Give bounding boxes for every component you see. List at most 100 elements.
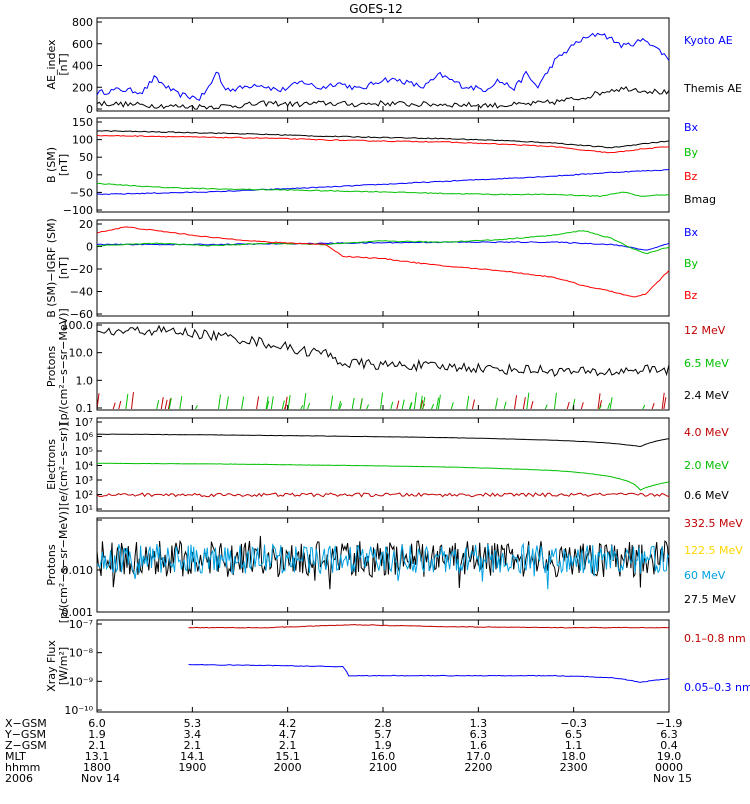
x-tick-label: 0.4 — [660, 739, 678, 752]
series-spike — [514, 395, 518, 410]
y-axis-label: Xray Flux[W/m²] — [45, 640, 70, 692]
x-row-label: MLT — [5, 750, 26, 763]
legend-entry: 2.4 MeV — [684, 389, 729, 402]
series-spike — [366, 404, 370, 410]
series-line — [96, 226, 670, 298]
series-line — [188, 623, 670, 629]
series-spike — [281, 400, 285, 410]
x-tick-label: 6.0 — [88, 717, 106, 730]
y-tick-label: 10⁻⁷ — [69, 618, 93, 631]
series-line — [96, 182, 670, 198]
series-spike — [164, 399, 168, 410]
plot-title: GOES-12 — [349, 2, 403, 16]
x-tick-label: 1.6 — [470, 739, 488, 752]
series-spike — [530, 400, 534, 410]
legend-entry: Bmag — [684, 193, 716, 206]
y-tick-label: 10⁻⁹ — [69, 675, 93, 688]
legend-entry: By — [684, 146, 699, 159]
y-tick-label: 600 — [72, 38, 93, 51]
x-tick-label: 2200 — [464, 761, 492, 774]
series-line — [96, 130, 670, 149]
x-tick-label: 15.1 — [275, 750, 300, 763]
x-tick-label: 1.9 — [374, 739, 392, 752]
series-spike — [409, 402, 413, 410]
x-tick-label: 1900 — [178, 761, 206, 774]
panel-b_minus_igrf: 20 0 −20 −40 −60B (SM)−IGRF (SM)[nT] Bx By Bz — [45, 218, 699, 321]
y-tick-label: 400 — [72, 60, 93, 73]
x-row-label: Z−GSM — [5, 739, 47, 752]
x-tick-label: Nov 15 — [653, 772, 692, 785]
y-axis-label: Protons[p/(cm²−s−sr−MeV)] — [45, 308, 70, 424]
x-tick-label: 2.1 — [279, 739, 297, 752]
x-tick-label: 17.0 — [466, 750, 491, 763]
series-spike — [609, 397, 613, 410]
series-spike — [118, 400, 122, 410]
legend-entry: 4.0 MeV — [684, 426, 729, 439]
y-axis-label: Electrons[e/(cm²−s−sr)] — [45, 423, 70, 506]
legend-entry: 0.05–0.3 nm — [684, 681, 750, 694]
x-tick-label: 0000 — [655, 761, 683, 774]
series-spike — [125, 393, 129, 410]
series-spike — [287, 395, 291, 410]
series-spike — [167, 398, 171, 410]
legend-entry: 2.0 MeV — [684, 459, 729, 472]
series-spike — [266, 400, 270, 410]
legend-entry: Themis AE — [683, 82, 742, 95]
legend-entry: By — [684, 257, 699, 270]
series-spike — [401, 399, 405, 410]
series-spike — [661, 392, 665, 410]
panel-xray: 10⁻⁷ 10⁻⁸ 10⁻⁹ 10⁻¹⁰ Xray Flux[W/m²] 0.1–0.8 … — [45, 618, 750, 717]
series-spike — [495, 398, 498, 410]
y-axis-label: AE_index[nT] — [45, 39, 70, 90]
x-tick-label: 1.9 — [88, 728, 106, 741]
y-tick-label: 200 — [72, 81, 93, 94]
x-tick-label: 13.1 — [85, 750, 110, 763]
series-spike — [572, 398, 576, 410]
y-tick-label: 0.010 — [62, 564, 94, 577]
series-spike — [651, 403, 655, 410]
series-line — [96, 542, 670, 590]
series-spike — [217, 394, 221, 410]
y-tick-label: 20 — [79, 218, 93, 231]
series-spike — [420, 400, 424, 410]
series-spike — [466, 395, 470, 410]
x-row-label: Y−GSM — [4, 728, 46, 741]
legend-entry: Bx — [684, 121, 699, 134]
y-tick-label: 800 — [72, 16, 93, 29]
x-tick-label: 1800 — [83, 761, 111, 774]
y-tick-label: 150 — [72, 116, 93, 129]
legend-entry: 0.1–0.8 nm — [684, 632, 746, 645]
y-tick-label: −20 — [70, 263, 93, 276]
x-tick-label: 5.3 — [184, 717, 202, 730]
x-tick-label: 4.2 — [279, 717, 297, 730]
y-tick-label: 10¹ — [75, 503, 93, 516]
x-row-label: hhmm — [5, 761, 40, 774]
y-tick-label: 10⁵ — [75, 445, 93, 458]
series-spike — [283, 404, 287, 410]
legend-entry: 0.6 MeV — [684, 489, 729, 502]
legend-entry: Bx — [684, 226, 699, 239]
series-spike — [241, 396, 245, 410]
y-axis-label: B (SM)−IGRF (SM)[nT] — [45, 218, 70, 318]
y-tick-label: 10⁴ — [75, 460, 94, 473]
x-tick-label: 4.7 — [279, 728, 297, 741]
x-tick-label: −0.3 — [560, 717, 587, 730]
y-tick-label: 10.0 — [69, 347, 94, 360]
series-line — [96, 433, 670, 448]
series-spike — [160, 397, 164, 410]
x-row-label: X−GSM — [5, 717, 47, 730]
panel-protons_low: 100.0 10.0 1.0 0.1 Protons[p/(cm²−s−sr−MeV)]… — [45, 308, 729, 424]
legend-entry: 332.5 MeV — [684, 517, 743, 530]
series-spike — [300, 405, 304, 410]
series-spike — [179, 396, 183, 410]
series-spike — [419, 395, 423, 410]
y-tick-label: 100 — [72, 134, 93, 147]
series-spike — [339, 403, 343, 410]
y-tick-label: 10⁻¹⁰ — [64, 704, 93, 717]
x-tick-label: 1.3 — [470, 717, 488, 730]
series-spike — [431, 403, 435, 410]
x-tick-label: 2100 — [369, 761, 397, 774]
y-tick-label: 0.001 — [62, 606, 94, 619]
series-spike — [436, 397, 440, 410]
